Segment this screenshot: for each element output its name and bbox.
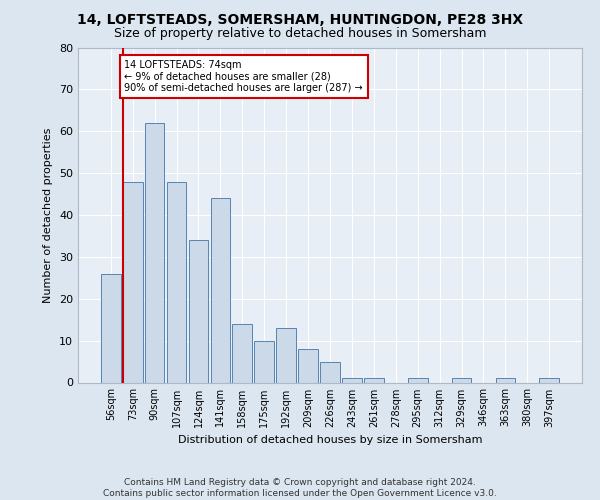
- Text: 14, LOFTSTEADS, SOMERSHAM, HUNTINGDON, PE28 3HX: 14, LOFTSTEADS, SOMERSHAM, HUNTINGDON, P…: [77, 12, 523, 26]
- Bar: [232, 324, 252, 382]
- Bar: [211, 198, 230, 382]
- Bar: [167, 182, 187, 382]
- Bar: [254, 340, 274, 382]
- Bar: [342, 378, 362, 382]
- Bar: [188, 240, 208, 382]
- Bar: [101, 274, 121, 382]
- Bar: [452, 378, 472, 382]
- Bar: [123, 182, 143, 382]
- Bar: [145, 123, 164, 382]
- Text: Contains HM Land Registry data © Crown copyright and database right 2024.
Contai: Contains HM Land Registry data © Crown c…: [103, 478, 497, 498]
- Bar: [276, 328, 296, 382]
- Y-axis label: Number of detached properties: Number of detached properties: [43, 128, 53, 302]
- Bar: [408, 378, 428, 382]
- Bar: [496, 378, 515, 382]
- Text: Size of property relative to detached houses in Somersham: Size of property relative to detached ho…: [114, 28, 486, 40]
- Bar: [364, 378, 384, 382]
- Text: 14 LOFTSTEADS: 74sqm
← 9% of detached houses are smaller (28)
90% of semi-detach: 14 LOFTSTEADS: 74sqm ← 9% of detached ho…: [124, 60, 363, 94]
- Bar: [298, 349, 318, 382]
- X-axis label: Distribution of detached houses by size in Somersham: Distribution of detached houses by size …: [178, 435, 482, 445]
- Bar: [539, 378, 559, 382]
- Bar: [320, 362, 340, 382]
